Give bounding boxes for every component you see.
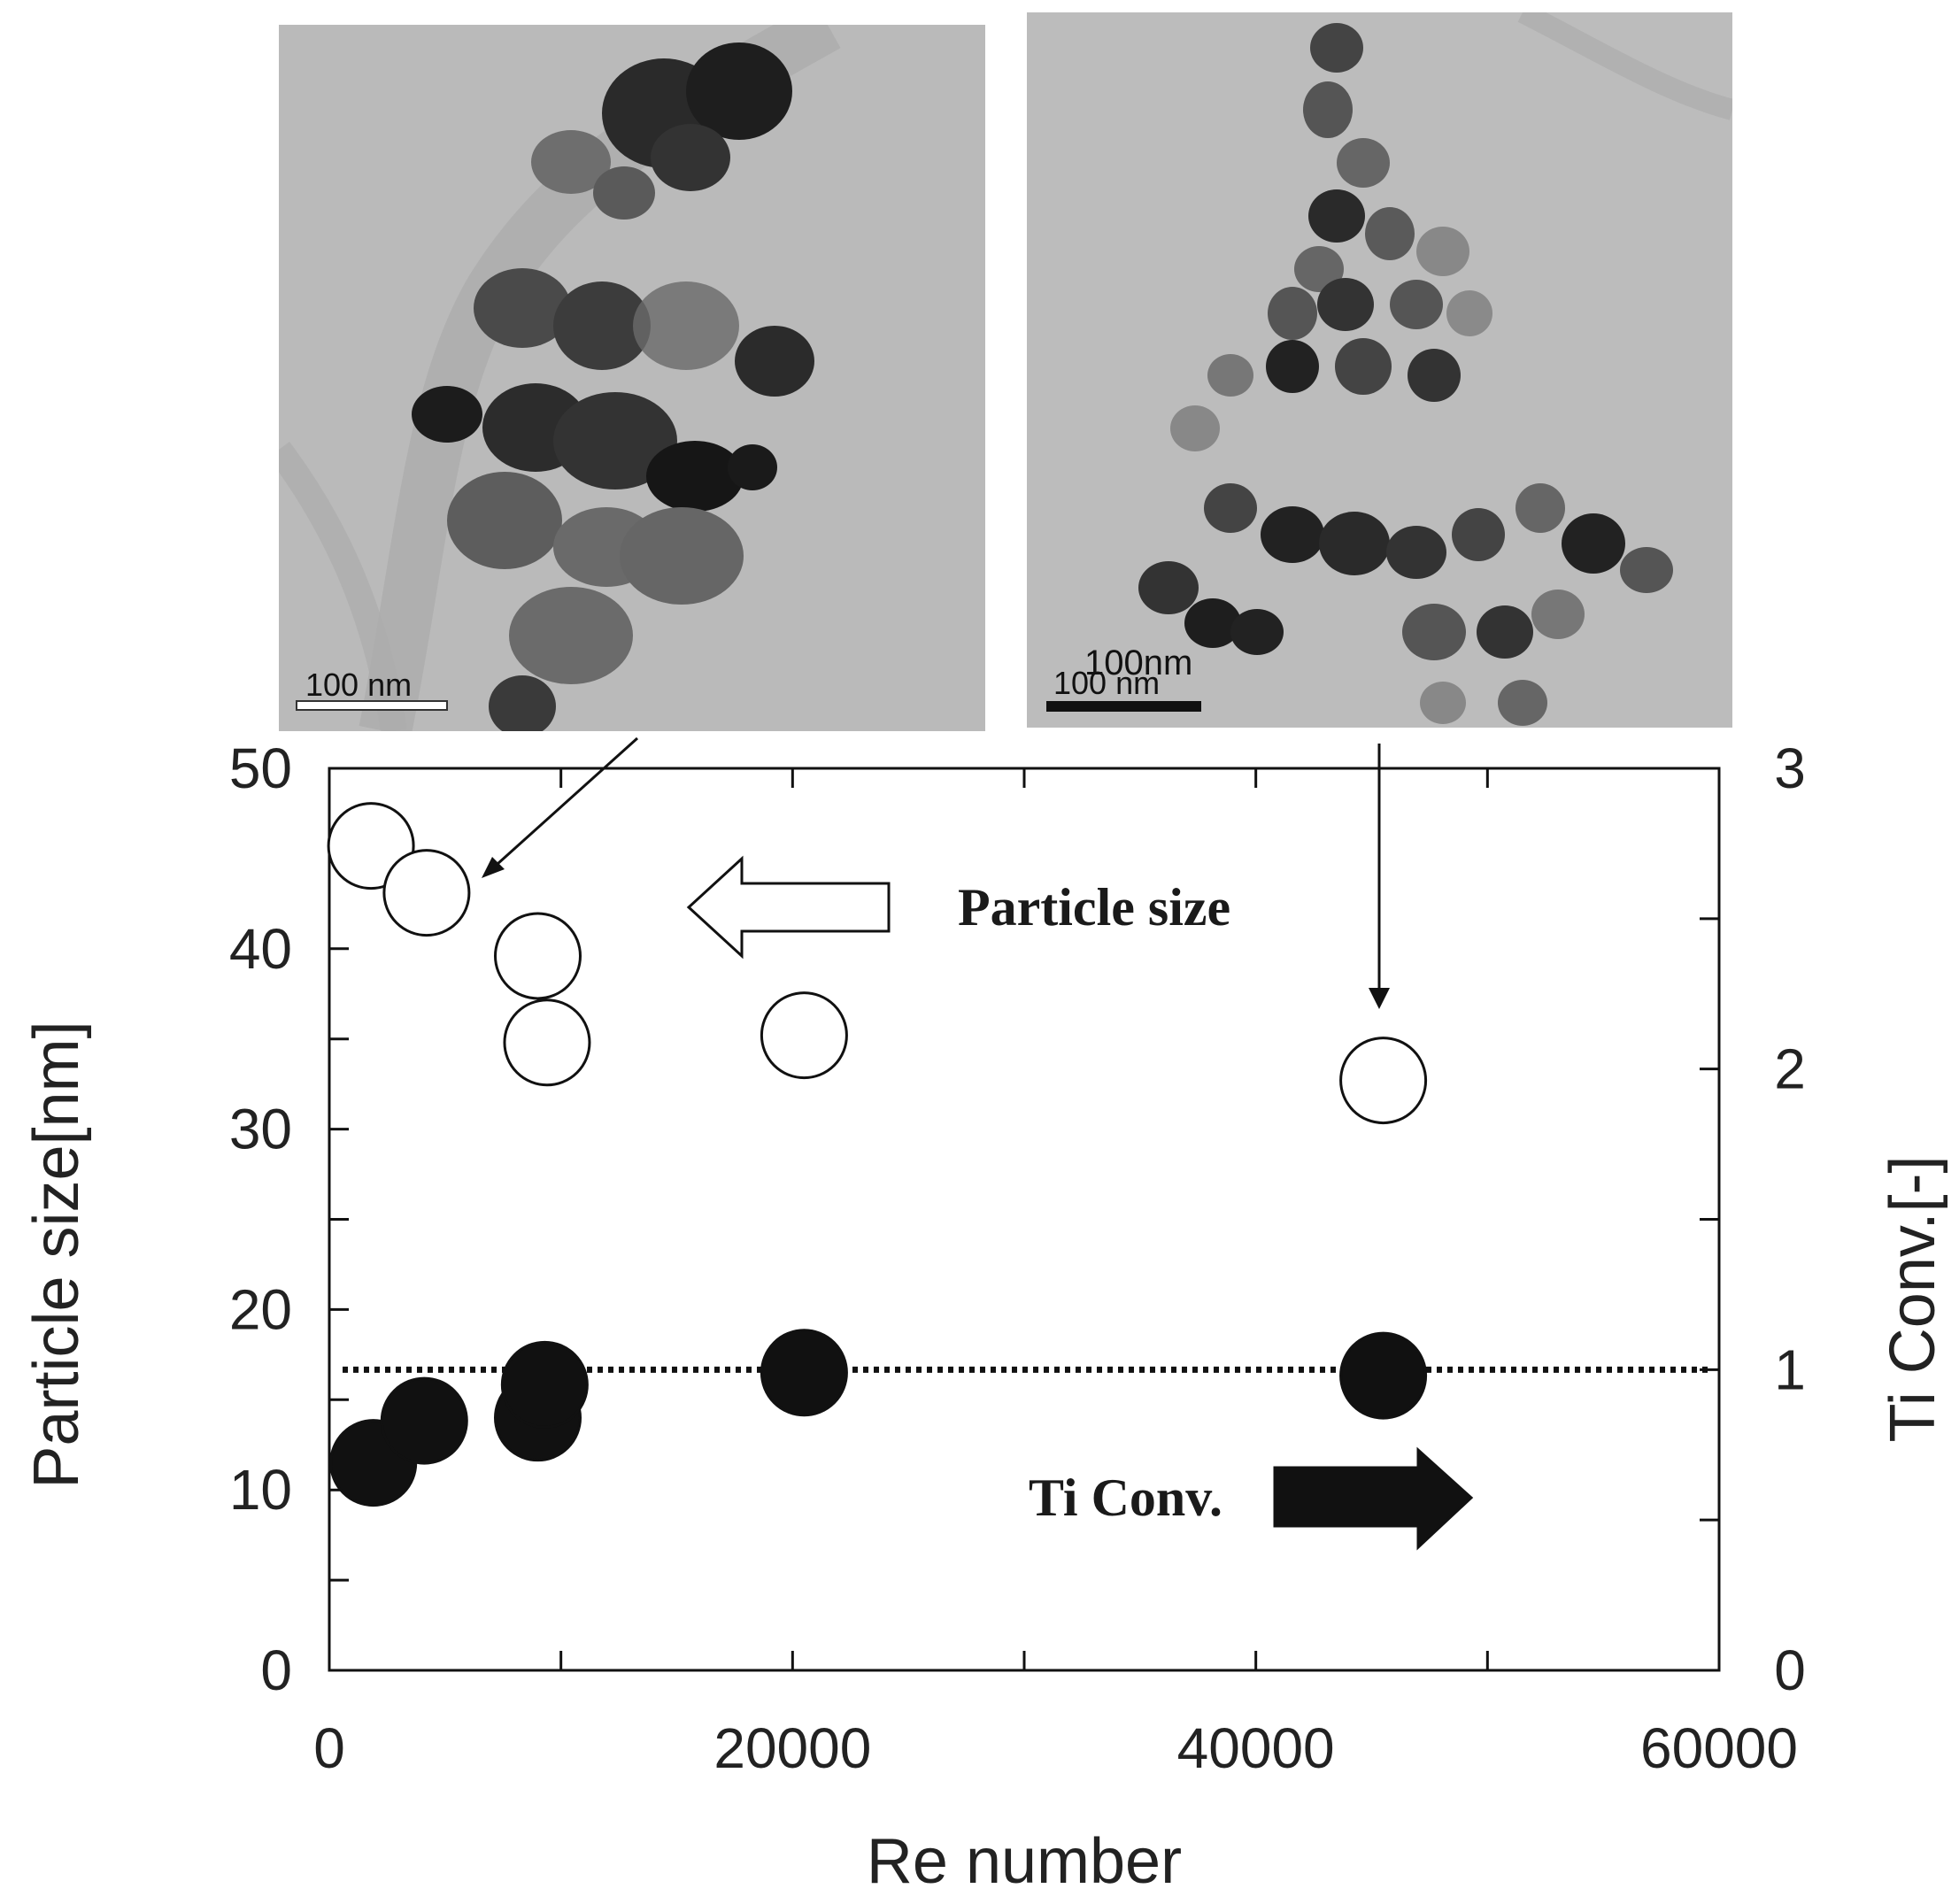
x-tick-label: 20000 bbox=[713, 1716, 871, 1780]
tem-image-left: 100 nm bbox=[279, 25, 985, 731]
ti-conv-point bbox=[760, 1329, 848, 1417]
leader-arrowhead-left-icon bbox=[482, 857, 505, 878]
y-tick-label: 30 bbox=[229, 1098, 292, 1161]
tem-left-scale-text: 100 nm bbox=[305, 667, 412, 703]
particle-size-point bbox=[494, 912, 582, 1000]
tem-right-drawing: 100 nm 100nm bbox=[1027, 12, 1732, 728]
y2-tick-label: 1 bbox=[1774, 1337, 1806, 1401]
ti-conv-annotation: Ti Conv. bbox=[1029, 1468, 1222, 1527]
y2-tick-label: 0 bbox=[1774, 1638, 1806, 1702]
left-arrow-icon bbox=[686, 855, 891, 960]
y-tick-label: 20 bbox=[229, 1277, 292, 1341]
leader-arrowhead-right-icon bbox=[1369, 988, 1390, 1009]
tem-right-scale-label: 100nm bbox=[1084, 644, 1192, 682]
x-tick-label: 0 bbox=[313, 1716, 345, 1780]
tem-left-drawing: 100 nm bbox=[279, 25, 985, 731]
ti-conv-point bbox=[500, 1340, 589, 1429]
y-tick-label: 50 bbox=[229, 736, 292, 800]
ti-conv-point bbox=[380, 1376, 468, 1465]
leader-line-left bbox=[487, 736, 639, 874]
x-axis-title: Re number bbox=[867, 1826, 1182, 1897]
y-tick-label: 0 bbox=[260, 1638, 292, 1702]
y2-axis-title: Ti Conv.[-] bbox=[1878, 1155, 1948, 1442]
right-arrow-icon bbox=[1273, 1446, 1474, 1551]
particle-size-annotation: Particle size bbox=[958, 878, 1230, 937]
x-tick-label: 40000 bbox=[1177, 1716, 1335, 1780]
particle-size-point bbox=[503, 998, 591, 1087]
particle-size-point bbox=[382, 849, 471, 937]
y-tick-label: 40 bbox=[229, 917, 292, 981]
particle-size-point bbox=[1339, 1037, 1428, 1125]
y2-tick-label: 2 bbox=[1774, 1037, 1806, 1101]
y-axis-title: Particle size[nm] bbox=[21, 1021, 92, 1488]
tem-image-right: 100 nm 100nm bbox=[1027, 12, 1732, 728]
x-tick-label: 60000 bbox=[1640, 1716, 1798, 1780]
y2-tick-label: 3 bbox=[1774, 736, 1806, 800]
particle-size-point bbox=[760, 991, 848, 1080]
y-tick-label: 10 bbox=[229, 1458, 292, 1522]
ti-conv-point bbox=[1339, 1331, 1428, 1420]
tem-right-scale-text: 100 nm bbox=[1053, 665, 1160, 701]
